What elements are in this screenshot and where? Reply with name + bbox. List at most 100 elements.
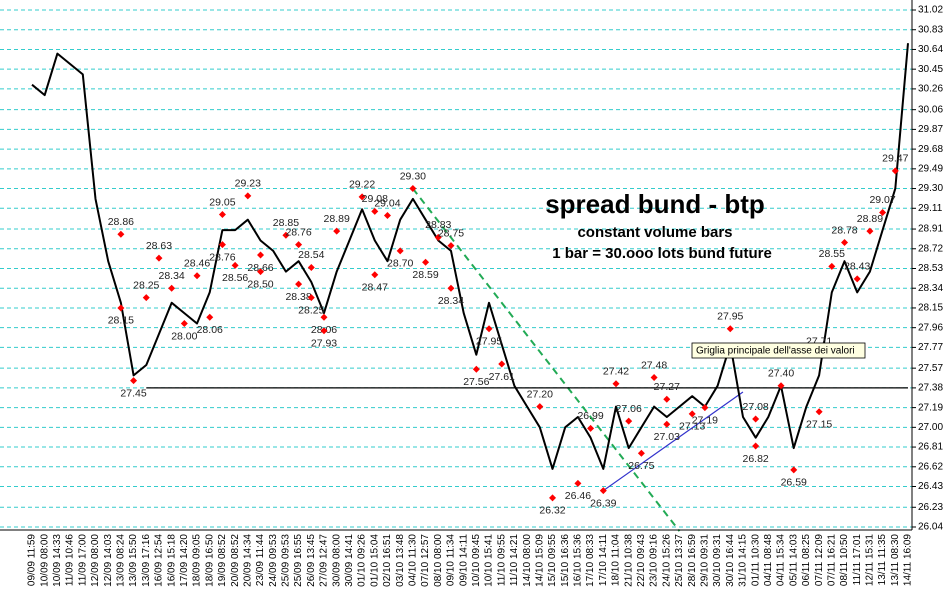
pivot-label: 28.59 <box>412 269 438 281</box>
x-tick-label: 14/10 15:09 <box>534 534 545 587</box>
pivot-label: 27.95 <box>717 310 743 322</box>
pivot-label: 27.40 <box>768 368 794 380</box>
pivot-marker <box>549 494 557 502</box>
pivot-label: 27.03 <box>654 431 680 443</box>
pivot-label: 28.63 <box>146 240 172 252</box>
chart-subtitle: constant volume bars <box>577 224 732 241</box>
pivot-marker <box>257 268 265 276</box>
y-tick-label: 26.62 <box>918 461 943 472</box>
pivot-label: 26.46 <box>565 490 591 502</box>
pivot-marker <box>853 275 861 283</box>
x-tick-label: 10/09 08:00 <box>39 534 50 587</box>
pivot-label: 28.00 <box>171 330 197 342</box>
pivot-marker <box>244 192 252 200</box>
x-tick-label: 10/10 09:45 <box>471 534 482 587</box>
pivot-marker <box>574 479 582 487</box>
y-tick-label: 28.15 <box>918 303 943 314</box>
x-tick-label: 09/10 11:34 <box>446 534 457 587</box>
y-tick-label: 26.23 <box>918 502 943 513</box>
pivot-label: 29.23 <box>235 178 261 190</box>
y-tick-label: 26.43 <box>918 481 943 492</box>
y-tick-label: 29.30 <box>918 183 943 194</box>
pivot-marker <box>650 374 658 382</box>
pivot-marker <box>295 241 303 249</box>
pivot-marker <box>295 280 303 288</box>
x-tick-label: 18/09 16:50 <box>204 534 215 587</box>
pivot-label: 27.61 <box>489 371 515 383</box>
pivot-label: 27.93 <box>311 338 337 350</box>
x-tick-label: 17/09 14:20 <box>179 534 190 587</box>
x-tick-label: 17/10 14:11 <box>598 534 609 587</box>
pivot-marker <box>117 304 125 312</box>
x-tick-label: 30/10 09:31 <box>712 534 723 587</box>
pivot-label: 27.48 <box>641 359 667 371</box>
x-tick-label: 10/10 15:41 <box>484 534 495 587</box>
x-tick-label: 16/09 12:54 <box>154 534 165 587</box>
pivot-marker <box>282 231 290 239</box>
pivot-marker <box>396 247 404 255</box>
pivot-marker <box>841 239 849 247</box>
x-tick-label: 23/09 11:44 <box>255 534 266 587</box>
pivot-label: 27.42 <box>603 366 629 378</box>
pivot-label: 28.89 <box>324 213 350 225</box>
pivot-label: 28.76 <box>209 251 235 263</box>
y-tick-label: 30.64 <box>918 44 943 55</box>
pivot-label: 26.82 <box>743 453 769 465</box>
pivot-marker <box>752 415 760 423</box>
pivot-marker <box>701 404 709 412</box>
pivot-marker <box>142 294 150 302</box>
x-tick-label: 11/10 14:21 <box>509 534 520 587</box>
y-tick-label: 29.68 <box>918 144 943 155</box>
pivot-label: 29.05 <box>209 196 235 208</box>
pivot-marker <box>371 271 379 279</box>
pivot-marker <box>599 487 607 495</box>
pivot-marker <box>218 211 226 219</box>
y-tick-label: 31.02 <box>918 5 943 16</box>
y-tick-label: 30.83 <box>918 24 943 35</box>
pivot-label: 27.08 <box>743 401 769 413</box>
x-tick-label: 13/11 11:35 <box>877 534 888 586</box>
pivot-label: 28.15 <box>108 315 134 327</box>
pivot-marker <box>536 403 544 411</box>
pivot-marker <box>752 442 760 450</box>
pivot-marker <box>472 365 480 373</box>
pivot-marker <box>612 380 620 388</box>
pivot-label: 28.25 <box>298 304 324 316</box>
pivot-marker <box>815 408 823 416</box>
x-tick-label: 18/09 09:05 <box>192 534 203 587</box>
pivot-label: 28.78 <box>831 224 857 236</box>
x-tick-label: 08/11 10:50 <box>839 534 850 587</box>
pivot-marker <box>180 320 188 328</box>
y-tick-label: 28.53 <box>918 263 943 274</box>
x-tick-label: 30/10 16:44 <box>725 534 736 587</box>
pivot-marker <box>409 185 417 193</box>
x-tick-label: 13/09 15:50 <box>128 534 139 587</box>
pivot-label: 28.89 <box>857 213 883 225</box>
y-tick-label: 30.45 <box>918 64 943 75</box>
pivot-label: 29.30 <box>400 170 426 182</box>
y-tick-label: 28.34 <box>918 283 943 294</box>
y-tick-label: 26.81 <box>918 442 943 453</box>
pivot-label: 28.46 <box>184 258 210 270</box>
pivot-marker <box>485 325 493 333</box>
pivot-marker <box>587 424 595 432</box>
pivot-label: 29.47 <box>882 153 908 165</box>
x-tick-label: 04/11 08:48 <box>763 534 774 587</box>
x-tick-label: 03/10 13:48 <box>395 534 406 587</box>
pivot-marker <box>218 241 226 249</box>
y-tick-label: 27.19 <box>918 402 943 413</box>
x-tick-label: 25/09 09:53 <box>281 534 292 587</box>
pivot-marker <box>777 382 785 390</box>
pivot-label: 28.34 <box>159 270 185 282</box>
pivot-marker <box>358 193 366 201</box>
x-tick-label: 14/10 08:00 <box>522 534 533 587</box>
pivot-marker <box>625 417 633 425</box>
pivot-label: 27.45 <box>120 387 146 399</box>
pivot-marker <box>498 360 506 368</box>
pivot-label: 29.07 <box>869 194 895 206</box>
x-tick-label: 29/10 09:31 <box>700 534 711 587</box>
x-tick-label: 13/09 08:24 <box>116 534 127 587</box>
trendline <box>412 187 681 532</box>
